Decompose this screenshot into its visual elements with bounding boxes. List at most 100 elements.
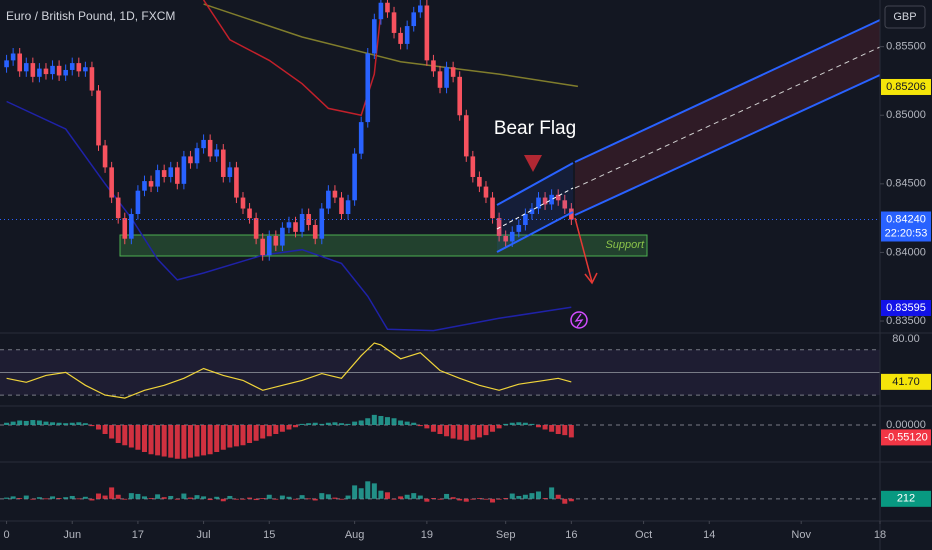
price-badge-label: 0.84240 [886,213,926,225]
candle-body [50,65,55,75]
candle-body [293,222,298,232]
volume-bar [168,495,174,499]
candle-body [352,153,357,201]
volume-bar [483,498,489,500]
candle-body [312,224,318,239]
candle-body [37,68,42,77]
candle-body [188,156,193,164]
volume-bar [457,498,463,501]
histogram-bar [549,425,555,432]
volume-bar [378,490,384,499]
price-badge [881,429,931,446]
histogram-bar [496,425,502,429]
arrow-head [584,272,598,285]
currency-label[interactable]: GBP [893,11,916,23]
candle-body [168,167,174,177]
rsi-pane [0,342,880,399]
histogram-bar [568,425,574,438]
candle-body [23,63,29,72]
histogram-bar [168,425,174,458]
histogram-bar [260,425,266,439]
histogram-bar [69,422,75,425]
histogram-bar [319,423,325,425]
down-marker [524,155,542,172]
volume-bar [463,498,469,502]
histogram-bar [122,425,128,446]
histogram-bar [332,422,338,425]
histogram-bar [82,423,88,425]
candle-body [129,214,134,239]
candle-body [516,224,522,232]
candle-body [398,32,403,44]
volume-bar [319,493,325,499]
volume-bar [155,494,161,499]
candle-body [207,139,213,157]
volume-bar [299,495,305,499]
candle-body [358,122,364,154]
volume-bar [96,493,102,499]
candle-body [549,194,554,205]
volume-bar [490,498,496,503]
histogram-bar [148,425,154,455]
volume-bar [43,498,49,500]
histogram-bar [253,425,259,441]
volume-bar [358,488,364,499]
candle-body [83,67,88,72]
price-badge [881,299,931,316]
x-tick-label: 14 [703,529,715,541]
volume-bar [273,498,279,500]
histogram-bar [220,425,226,450]
price-badge-label: 0.85206 [886,81,926,93]
candle-body [102,145,108,168]
volume-bar [233,498,239,500]
histogram-bar [404,421,410,425]
y-tick-label: 0.83500 [886,315,926,327]
histogram-bar [43,421,49,425]
candle-body [299,214,305,232]
flag-lower [496,211,574,253]
histogram-bar [338,423,344,425]
histogram-bar [141,425,147,452]
candle-body [457,76,463,116]
candle-body [89,67,95,91]
histogram-bar [293,425,299,428]
volume-bar [128,493,134,499]
volume-bar [568,498,574,502]
volume-bar [89,498,95,501]
histogram-bar [483,425,489,436]
histogram-bar [36,420,42,425]
histogram-bar [279,425,285,432]
currency-button[interactable] [884,5,926,29]
y-tick-label: 0.00000 [886,419,926,431]
histogram-bar [227,425,233,448]
candle-body [253,218,259,239]
volume-bar [227,495,233,499]
histogram-bar [371,414,377,425]
candle-body [214,149,220,157]
volume-bar [109,487,115,499]
histogram-bar [430,425,436,432]
volume-bar [56,498,62,499]
x-tick-label: 15 [263,529,275,541]
volume-bar [509,493,515,499]
volume-pane [0,481,880,504]
histogram-bar [476,425,482,438]
candle-body [142,181,147,191]
histogram-bar [398,420,404,425]
volume-bar [516,495,522,499]
volume-bar [503,498,509,499]
x-tick-label: Sep [496,529,516,541]
histogram-bar [411,422,417,425]
support-label: Support [605,239,644,251]
histogram-bar [50,422,56,425]
bear-flag-label: Bear Flag [494,118,576,139]
candle-body [194,148,200,164]
candle-body [30,63,36,77]
symbol-title: Euro / British Pound, 1D, FXCM [6,9,175,23]
histogram-bar [4,422,10,425]
candle-body [326,190,331,209]
histogram-bar [378,416,384,425]
histogram-bar [214,425,220,452]
candle-body [273,235,279,246]
